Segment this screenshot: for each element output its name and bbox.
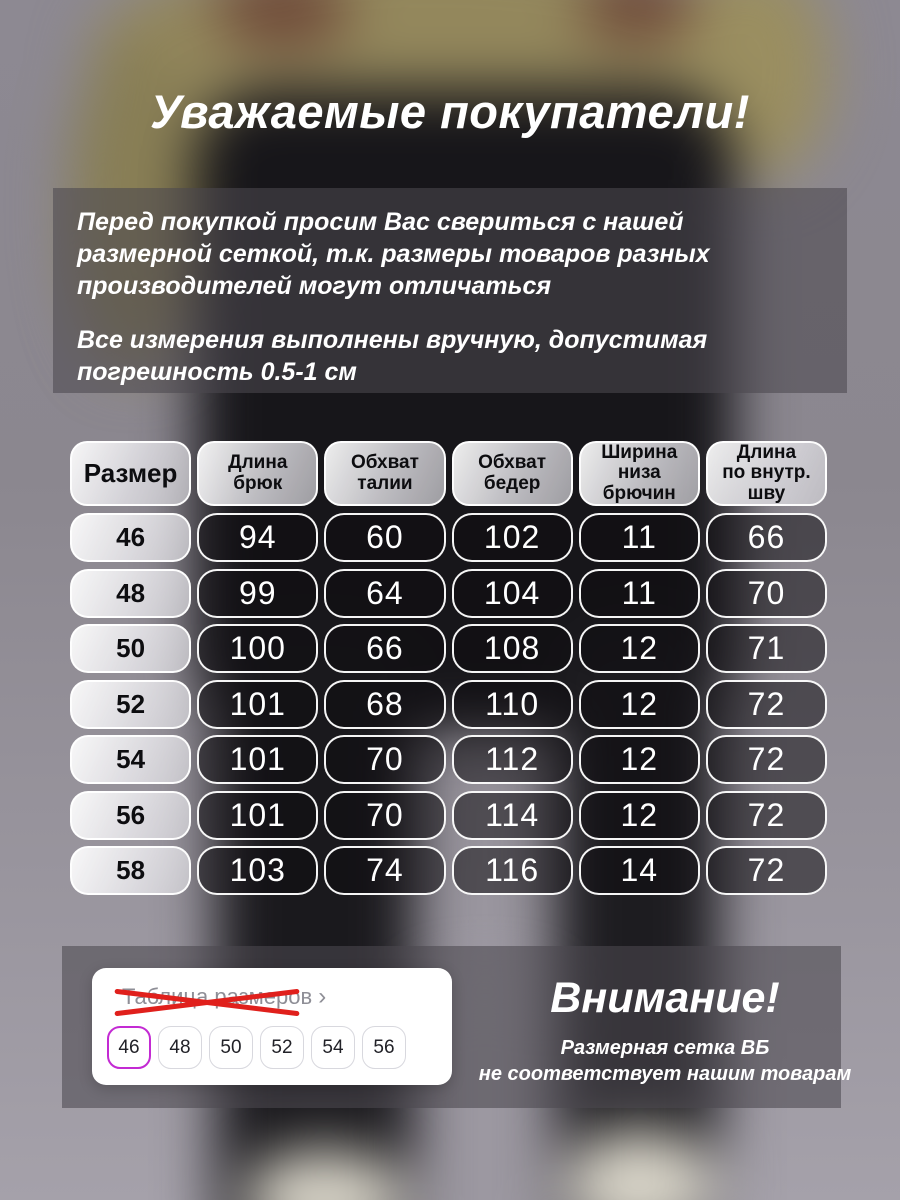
measurement-cell: 70 bbox=[324, 790, 446, 840]
size-table-row: 48 99 64 104 11 70 bbox=[70, 568, 828, 618]
measurement-cell: 12 bbox=[578, 624, 700, 673]
measurement-cell: 14 bbox=[578, 846, 700, 895]
size-button-46[interactable]: 46 bbox=[107, 1026, 151, 1069]
measurement-cell: 116 bbox=[451, 846, 573, 895]
size-button-50[interactable]: 50 bbox=[209, 1026, 253, 1069]
measurement-cell: 72 bbox=[705, 679, 828, 729]
size-cell: 48 bbox=[70, 568, 192, 618]
measurement-cell: 12 bbox=[578, 790, 700, 840]
measurement-column-header: Длина по внутр. шву bbox=[705, 441, 828, 506]
measurement-cell: 114 bbox=[451, 790, 573, 840]
measurement-cell: 71 bbox=[705, 624, 828, 673]
measurement-cell: 101 bbox=[197, 790, 319, 840]
size-cell: 52 bbox=[70, 679, 192, 729]
measurement-column-header: Обхват бедер bbox=[451, 441, 573, 506]
measurement-cell: 112 bbox=[451, 735, 573, 784]
page-title: Уважаемые покупатели! bbox=[150, 85, 750, 138]
measurement-column-header: Длина брюк bbox=[197, 441, 319, 506]
measurement-cell: 99 bbox=[197, 568, 319, 618]
measurement-cell: 103 bbox=[197, 846, 319, 895]
size-table-row: 58 103 74 116 14 72 bbox=[70, 846, 828, 895]
measurement-cell: 110 bbox=[451, 679, 573, 729]
attention-title: Внимание! bbox=[550, 974, 780, 1022]
measurement-cell: 12 bbox=[578, 735, 700, 784]
attention-block: Внимание! Размерная сетка ВБ не соответс… bbox=[470, 974, 860, 1087]
size-cell: 54 bbox=[70, 735, 192, 784]
measurement-cell: 64 bbox=[324, 568, 446, 618]
size-button-52[interactable]: 52 bbox=[260, 1026, 304, 1069]
measurement-cell: 11 bbox=[578, 513, 700, 562]
measurement-cell: 94 bbox=[197, 513, 319, 562]
measurement-cell: 72 bbox=[705, 735, 828, 784]
measurement-column-header: Обхват талии bbox=[324, 441, 446, 506]
size-table-body: 46 94 60 102 11 66 48 99 64 104 11 70 50 100 66 108 12 71… bbox=[70, 513, 828, 895]
measurement-cell: 108 bbox=[451, 624, 573, 673]
size-button-48[interactable]: 48 bbox=[158, 1026, 202, 1069]
size-button-56[interactable]: 56 bbox=[362, 1026, 406, 1069]
size-cell: 50 bbox=[70, 624, 192, 673]
size-cell: 58 bbox=[70, 846, 192, 895]
size-buttons-row: 46 48 50 52 54 56 bbox=[107, 1026, 406, 1069]
measurement-cell: 101 bbox=[197, 735, 319, 784]
measurement-cell: 11 bbox=[578, 568, 700, 618]
size-table-row: 56 101 70 114 12 72 bbox=[70, 790, 828, 840]
size-button-54[interactable]: 54 bbox=[311, 1026, 355, 1069]
size-column-header: Размер bbox=[70, 441, 192, 506]
measurement-cell: 74 bbox=[324, 846, 446, 895]
measurement-column-header: Ширина низа брючин bbox=[578, 441, 700, 506]
measurement-cell: 104 bbox=[451, 568, 573, 618]
info-paragraph-tolerance: Все измерения выполнены вручную, допусти… bbox=[77, 326, 708, 386]
measurement-cell: 66 bbox=[705, 513, 828, 562]
measurement-cell: 70 bbox=[324, 735, 446, 784]
size-cell: 46 bbox=[70, 513, 192, 562]
size-table-header-row: Размер Длина брюк Обхват талии Обхват бедер… bbox=[70, 441, 828, 506]
size-table-row: 54 101 70 112 12 72 bbox=[70, 735, 828, 784]
size-table-row: 50 100 66 108 12 71 bbox=[70, 624, 828, 673]
marketplace-size-widget: Таблица размеров › 46 48 50 52 54 56 bbox=[92, 968, 452, 1085]
measurement-cell: 72 bbox=[705, 846, 828, 895]
info-panel: Перед покупкой просим Вас свериться с на… bbox=[53, 188, 847, 393]
measurement-cell: 102 bbox=[451, 513, 573, 562]
measurement-cell: 60 bbox=[324, 513, 446, 562]
measurement-cell: 68 bbox=[324, 679, 446, 729]
size-cell: 56 bbox=[70, 790, 192, 840]
size-table-row: 52 101 68 110 12 72 bbox=[70, 679, 828, 729]
attention-subtitle: Размерная сетка ВБ не соответствует наши… bbox=[478, 1037, 852, 1085]
size-table-row: 46 94 60 102 11 66 bbox=[70, 513, 828, 562]
measurement-cell: 100 bbox=[197, 624, 319, 673]
measurement-cell: 72 bbox=[705, 790, 828, 840]
chevron-right-icon: › bbox=[318, 983, 327, 1010]
size-table: Размер Длина брюк Обхват талии Обхват бедер… bbox=[70, 441, 828, 895]
background-shoe-right-shape bbox=[565, 1130, 715, 1200]
measurement-cell: 70 bbox=[705, 568, 828, 618]
info-paragraph-sizing: Перед покупкой просим Вас свериться с на… bbox=[77, 208, 710, 300]
measurement-cell: 12 bbox=[578, 679, 700, 729]
measurement-cell: 66 bbox=[324, 624, 446, 673]
measurement-cell: 101 bbox=[197, 679, 319, 729]
